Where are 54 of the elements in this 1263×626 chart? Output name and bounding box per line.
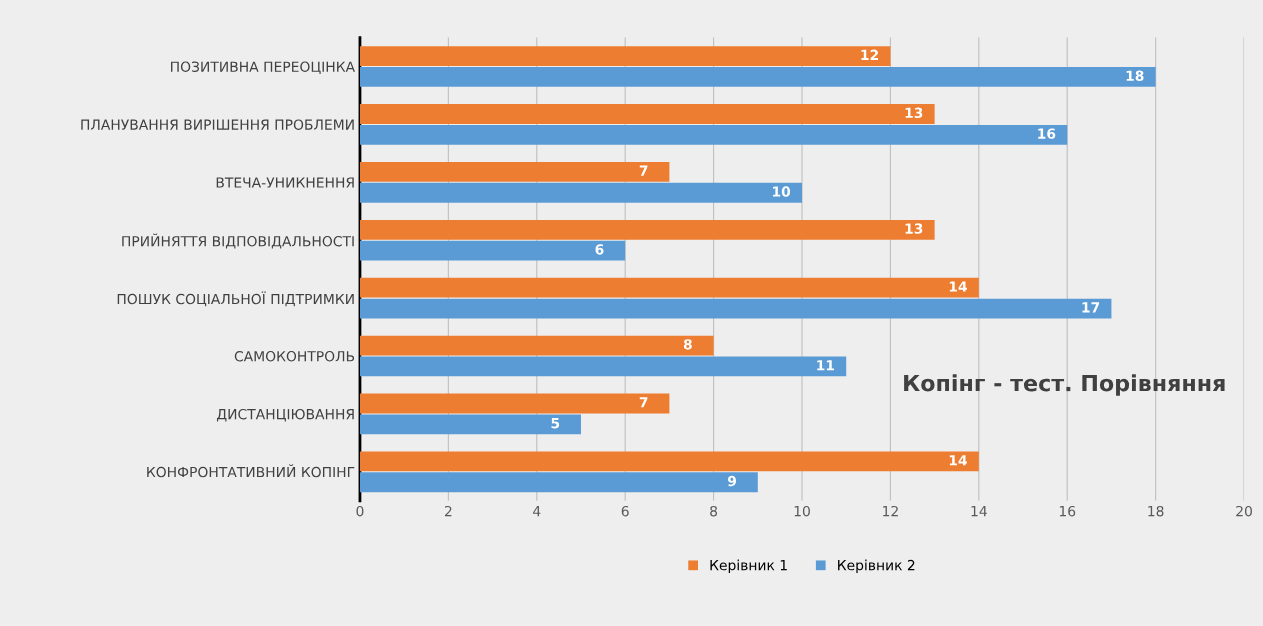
bar bbox=[359, 67, 1156, 87]
bar bbox=[359, 124, 1068, 145]
bar bbox=[359, 219, 935, 240]
bar bbox=[359, 451, 979, 472]
data-label: 7 bbox=[639, 397, 648, 408]
y-tick-label: ДИСТАНЦІЮВАННЯ bbox=[216, 408, 354, 422]
bar bbox=[359, 162, 670, 182]
bar bbox=[359, 335, 714, 356]
x-tick-label: 10 bbox=[794, 505, 810, 517]
bar bbox=[359, 298, 1112, 319]
bar bbox=[359, 182, 803, 203]
data-label: 14 bbox=[949, 281, 967, 292]
text: Копінг - тест. Порівняння bbox=[904, 374, 1225, 396]
y-tick-label: ВТЕЧА-УНИКНЕННЯ bbox=[216, 177, 354, 188]
x-tick-label: 0 bbox=[356, 505, 364, 517]
x-tick-label: 14 bbox=[971, 506, 987, 517]
bar bbox=[359, 46, 891, 66]
x-tick-label: 18 bbox=[1148, 505, 1164, 517]
x-tick-label: 20 bbox=[1236, 505, 1252, 517]
data-label: 13 bbox=[905, 107, 923, 119]
bar bbox=[359, 414, 581, 435]
bar bbox=[359, 240, 626, 261]
bar bbox=[359, 356, 847, 377]
data-label: 14 bbox=[949, 455, 967, 466]
legend-label: Керівник 1 bbox=[710, 559, 787, 574]
data-label: 11 bbox=[817, 360, 835, 371]
bar bbox=[359, 277, 979, 298]
bar bbox=[359, 472, 758, 493]
bar bbox=[359, 393, 670, 414]
x-tick-label: 8 bbox=[710, 505, 718, 517]
y-tick-label: ПРИЙНЯТТЯ ВІДПОВІДАЛЬНОСТІ bbox=[122, 233, 354, 249]
data-label: 10 bbox=[773, 186, 791, 197]
legend-label: Керівник 2 bbox=[838, 559, 915, 574]
data-label: 8 bbox=[683, 339, 692, 350]
data-label: 18 bbox=[1126, 70, 1144, 81]
y-tick-label: ПЛАНУВАННЯ ВИРІШЕННЯ ПРОБЛЕМИ bbox=[81, 119, 354, 130]
data-label: 16 bbox=[1038, 128, 1056, 139]
data-label: 7 bbox=[639, 165, 648, 176]
data-label: 9 bbox=[727, 475, 737, 487]
data-label: 13 bbox=[905, 223, 923, 234]
x-tick-label: 12 bbox=[883, 505, 898, 517]
data-label: 12 bbox=[861, 49, 878, 60]
y-tick-label: САМОКОНТРОЛЬ bbox=[234, 351, 355, 362]
x-tick-label: 16 bbox=[1059, 505, 1076, 517]
data-label: 5 bbox=[551, 418, 560, 429]
y-tick-label: КОНФРОНТАТИВНИЙ КОПІНГ bbox=[147, 464, 355, 478]
data-label: 6 bbox=[595, 244, 604, 255]
y-tick-label: ПОЗИТИВНА ПЕРЕОЦІНКА bbox=[171, 61, 355, 74]
x-tick-label: 6 bbox=[621, 505, 629, 517]
x-tick-label: 2 bbox=[444, 505, 452, 517]
bar bbox=[359, 104, 935, 124]
x-tick-label: 4 bbox=[533, 506, 541, 517]
data-label: 17 bbox=[1082, 302, 1100, 313]
y-tick-label: ПОШУК СОЦІАЛЬНОЇ ПІДТРИМКИ bbox=[117, 291, 354, 307]
